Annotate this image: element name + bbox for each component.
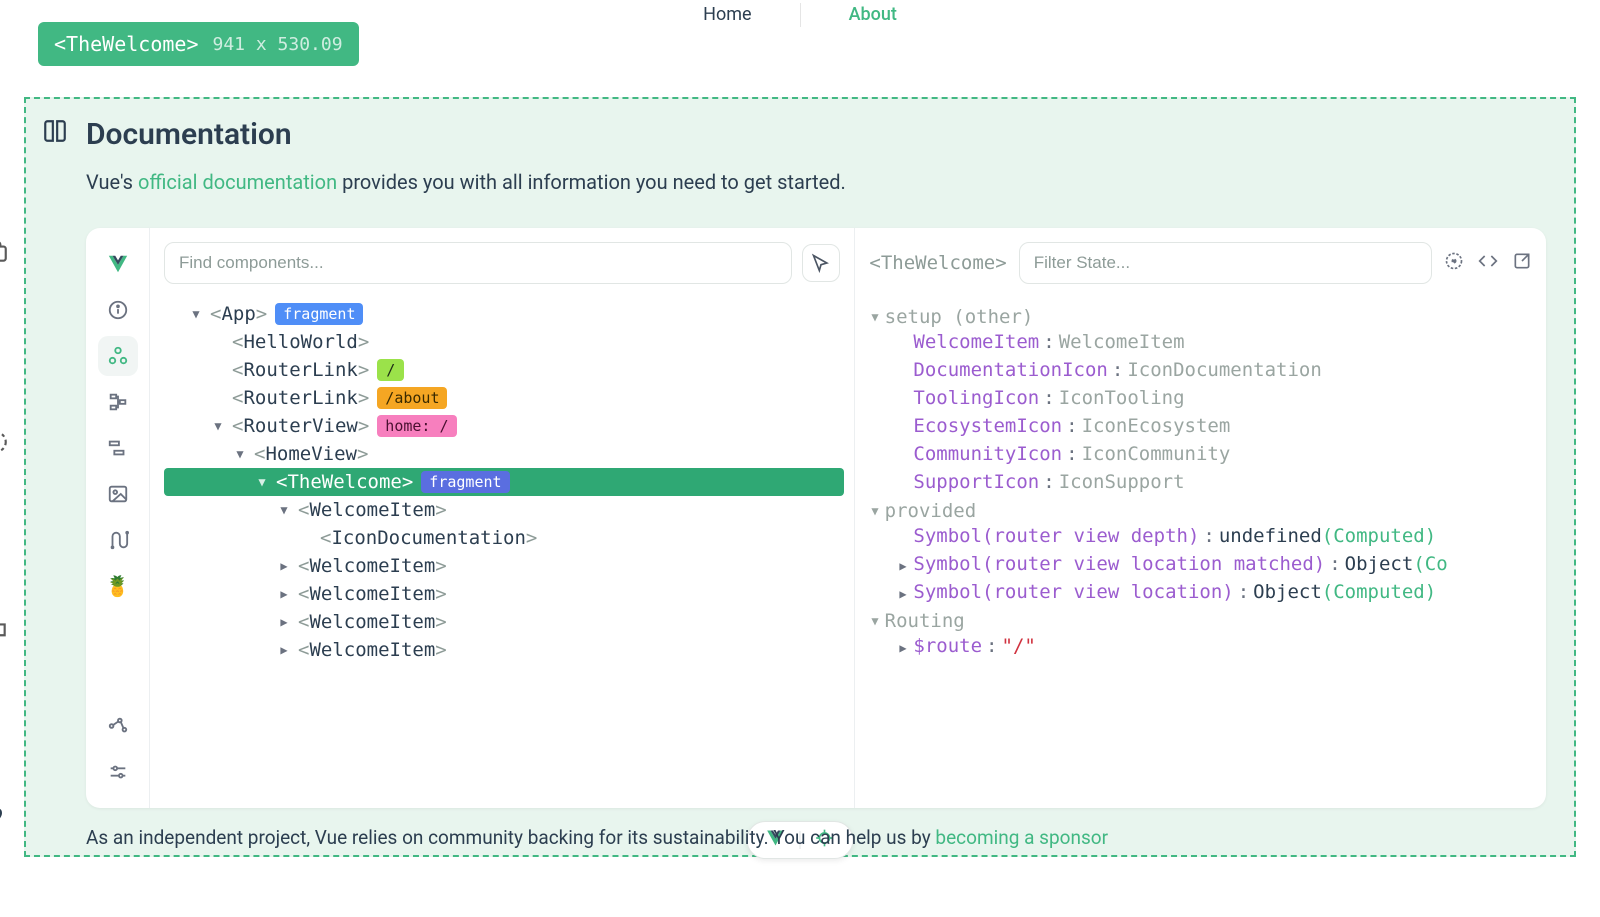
state-row[interactable]: ▶Symbol(router view location):Object(Com…	[871, 578, 1530, 606]
welcome-section: Documentation Vue's official documentati…	[24, 97, 1576, 857]
popout-icon[interactable]	[1512, 251, 1532, 275]
nav-home-link[interactable]: Home	[695, 0, 759, 29]
page-subtitle: Vue's official documentation provides yo…	[86, 170, 1546, 194]
tree-node-routerlink-2[interactable]: <RouterLink> /about	[164, 384, 844, 412]
image-icon[interactable]	[98, 474, 138, 514]
inspect-icon[interactable]	[1444, 251, 1464, 275]
state-panel: <TheWelcome> ▼setup (other) WelcomeItem:…	[855, 228, 1546, 808]
tree-node-welcomeitem[interactable]: ▼<WelcomeItem>	[164, 496, 844, 524]
pinia-icon[interactable]: 🍍	[98, 566, 138, 606]
tree-node-hello[interactable]: <HelloWorld>	[164, 328, 844, 356]
code-icon[interactable]	[1478, 251, 1498, 275]
hover-badge-dims: 941 x 530.09	[213, 34, 343, 55]
route-match-badge: home: /	[377, 415, 456, 437]
state-title: <TheWelcome>	[869, 252, 1006, 274]
vue-logo-icon[interactable]	[98, 244, 138, 284]
page-left-rail	[0, 239, 14, 649]
devtools-panel: 🍍 ▼<App> fragment <HelloWorld> <RouterLi…	[86, 228, 1546, 808]
state-row[interactable]: WelcomeItem:WelcomeItem	[871, 328, 1530, 356]
tree-node-welcomeitem[interactable]: ▶<WelcomeItem>	[164, 636, 844, 664]
route-badge: /about	[377, 387, 447, 409]
state-filter-input[interactable]	[1019, 242, 1432, 284]
tree-node-welcomeitem[interactable]: ▶<WelcomeItem>	[164, 580, 844, 608]
book-icon	[42, 117, 68, 143]
state-section-setup[interactable]: ▼setup (other)	[871, 306, 1530, 328]
tree-node-routerview[interactable]: ▼<RouterView> home: /	[164, 412, 844, 440]
tree-node-welcomeitem[interactable]: ▶<WelcomeItem>	[164, 552, 844, 580]
tree-node-homeview[interactable]: ▼<HomeView>	[164, 440, 844, 468]
sponsor-text: As an independent project, Vue relies on…	[86, 826, 1546, 849]
tree-node-welcomeitem[interactable]: ▶<WelcomeItem>	[164, 608, 844, 636]
state-row[interactable]: DocumentationIcon:IconDocumentation	[871, 356, 1530, 384]
devtools-rail: 🍍	[86, 228, 150, 808]
state-body: ▼setup (other) WelcomeItem:WelcomeItem D…	[855, 294, 1546, 670]
element-picker-button[interactable]	[802, 244, 840, 282]
nav-about-link[interactable]: About	[841, 0, 905, 29]
state-row[interactable]: SupportIcon:IconSupport	[871, 468, 1530, 496]
state-section-routing[interactable]: ▼Routing	[871, 610, 1530, 632]
graph-icon[interactable]	[98, 706, 138, 746]
tree-node-routerlink-1[interactable]: <RouterLink> /	[164, 356, 844, 384]
official-docs-link[interactable]: official documentation	[138, 170, 337, 194]
components-tab-icon[interactable]	[98, 336, 138, 376]
state-row[interactable]: Symbol(router view depth):undefined(Comp…	[871, 522, 1530, 550]
component-tree: ▼<App> fragment <HelloWorld> <RouterLink…	[150, 294, 854, 674]
tree-node-thewelcome[interactable]: ▼<TheWelcome> fragment	[164, 468, 844, 496]
state-row[interactable]: ▶$route:"/"	[871, 632, 1530, 660]
state-row[interactable]: EcosystemIcon:IconEcosystem	[871, 412, 1530, 440]
route-icon[interactable]	[98, 520, 138, 560]
hover-badge-name: <TheWelcome>	[54, 32, 199, 56]
component-tree-panel: ▼<App> fragment <HelloWorld> <RouterLink…	[150, 228, 855, 808]
briefcase-icon	[0, 239, 9, 269]
route-badge: /	[377, 359, 404, 381]
page-title: Documentation	[86, 117, 1546, 152]
component-hover-badge: <TheWelcome> 941 x 530.09	[38, 22, 359, 66]
target-icon	[0, 429, 9, 459]
tree-node-icondoc[interactable]: <IconDocumentation>	[164, 524, 844, 552]
state-row[interactable]: CommunityIcon:IconCommunity	[871, 440, 1530, 468]
layout-icon[interactable]	[98, 428, 138, 468]
component-search-input[interactable]	[164, 242, 792, 284]
fragment-badge: fragment	[275, 303, 363, 325]
state-row[interactable]: ToolingIcon:IconTooling	[871, 384, 1530, 412]
fragment-badge: fragment	[421, 471, 509, 493]
chat-icon	[0, 619, 9, 649]
settings-icon[interactable]	[98, 752, 138, 792]
state-section-provided[interactable]: ▼provided	[871, 500, 1530, 522]
heart-icon	[0, 803, 4, 831]
tree-icon[interactable]	[98, 382, 138, 422]
info-icon[interactable]	[98, 290, 138, 330]
state-row[interactable]: ▶Symbol(router view location matched):Ob…	[871, 550, 1530, 578]
nav-divider	[800, 3, 801, 27]
sponsor-link[interactable]: becoming a sponsor	[935, 826, 1108, 849]
tree-node-app[interactable]: ▼<App> fragment	[164, 300, 844, 328]
